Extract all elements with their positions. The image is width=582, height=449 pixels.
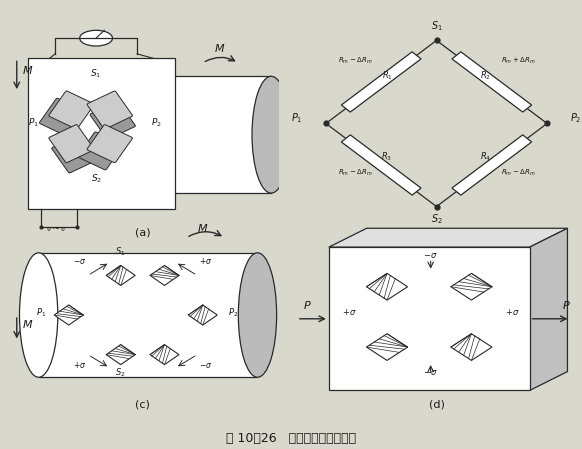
Text: $P_2$: $P_2$	[570, 111, 582, 125]
Text: $R_4$: $R_4$	[480, 150, 492, 163]
Text: $R_2$: $R_2$	[481, 70, 491, 82]
Polygon shape	[106, 265, 135, 286]
Ellipse shape	[134, 76, 173, 193]
Text: $S_2$: $S_2$	[431, 212, 442, 226]
Text: 图 10－26   桥式压磁传感器原理: 图 10－26 桥式压磁传感器原理	[226, 431, 356, 445]
FancyBboxPatch shape	[87, 125, 133, 163]
Text: $S_1$: $S_1$	[90, 67, 102, 80]
Text: $P$: $P$	[562, 299, 570, 311]
Text: (c): (c)	[135, 400, 150, 409]
Text: $P_2$: $P_2$	[228, 306, 238, 318]
Text: $P$: $P$	[303, 299, 311, 311]
Text: (d): (d)	[428, 400, 445, 409]
Text: $P_1$: $P_1$	[36, 306, 47, 318]
Text: $-\sigma$: $-\sigma$	[424, 368, 438, 377]
Polygon shape	[150, 265, 179, 286]
Text: $P_2$: $P_2$	[151, 117, 162, 129]
Ellipse shape	[239, 253, 276, 377]
Text: $M$: $M$	[22, 64, 34, 76]
Polygon shape	[342, 52, 421, 112]
Polygon shape	[451, 334, 492, 361]
Polygon shape	[451, 273, 492, 300]
FancyBboxPatch shape	[78, 132, 123, 170]
Text: (b): (b)	[428, 228, 445, 238]
Polygon shape	[154, 76, 271, 193]
Polygon shape	[38, 253, 257, 377]
Text: $+\sigma$: $+\sigma$	[342, 307, 356, 317]
Polygon shape	[150, 345, 179, 365]
Text: $M$: $M$	[214, 42, 225, 53]
Polygon shape	[106, 345, 135, 365]
Text: $R_1$: $R_1$	[382, 70, 392, 82]
Text: $R_m-\Delta R_m$: $R_m-\Delta R_m$	[338, 56, 372, 66]
Text: $-\sigma$: $-\sigma$	[199, 361, 212, 370]
Text: $R_m+\Delta R_m$: $R_m+\Delta R_m$	[501, 56, 535, 66]
FancyBboxPatch shape	[49, 91, 94, 129]
FancyBboxPatch shape	[90, 101, 136, 139]
Text: $+\sigma$: $+\sigma$	[199, 256, 212, 266]
Polygon shape	[342, 135, 421, 195]
Text: $R_3$: $R_3$	[381, 150, 393, 163]
Polygon shape	[54, 305, 83, 325]
Polygon shape	[367, 334, 407, 361]
Polygon shape	[452, 135, 531, 195]
Text: $P_1$: $P_1$	[291, 111, 303, 125]
Ellipse shape	[252, 76, 290, 193]
Ellipse shape	[80, 30, 112, 46]
Text: $M$: $M$	[197, 222, 208, 234]
Text: $-\sigma$: $-\sigma$	[424, 251, 438, 260]
Text: $P_1$: $P_1$	[28, 117, 38, 129]
FancyBboxPatch shape	[52, 135, 97, 173]
Polygon shape	[367, 273, 407, 300]
Text: $S_2$: $S_2$	[115, 366, 126, 379]
Text: (a): (a)	[135, 228, 150, 238]
Text: $S_1$: $S_1$	[115, 246, 126, 258]
Polygon shape	[530, 228, 567, 391]
FancyBboxPatch shape	[49, 125, 94, 163]
Text: $-\sigma$: $-\sigma$	[73, 257, 86, 266]
Text: $\circ$~$\circ$: $\circ$~$\circ$	[45, 223, 65, 233]
FancyBboxPatch shape	[40, 98, 85, 136]
Polygon shape	[452, 52, 531, 112]
Text: $+\sigma$: $+\sigma$	[505, 307, 519, 317]
Ellipse shape	[20, 253, 58, 377]
Text: $M$: $M$	[22, 318, 34, 330]
Polygon shape	[329, 247, 530, 391]
Text: $S_2$: $S_2$	[91, 173, 102, 185]
Polygon shape	[188, 305, 217, 325]
Text: $+\sigma$: $+\sigma$	[73, 360, 86, 370]
Polygon shape	[28, 58, 175, 209]
Text: $S_1$: $S_1$	[431, 19, 442, 33]
Text: $R_m-\Delta R_m$: $R_m-\Delta R_m$	[501, 168, 535, 178]
Polygon shape	[329, 228, 567, 247]
FancyBboxPatch shape	[87, 91, 133, 129]
Text: $R_m-\Delta R_m$: $R_m-\Delta R_m$	[338, 168, 372, 178]
